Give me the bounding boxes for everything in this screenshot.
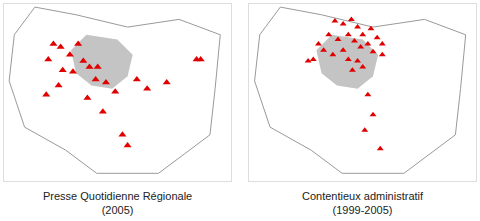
svg-text:Presse Quotidienne Régionale(2: Presse Quotidienne Régionale(2005)	[43, 190, 192, 216]
svg-text:Contentieux administratif(1999: Contentieux administratif(1999-2005)	[302, 190, 424, 216]
